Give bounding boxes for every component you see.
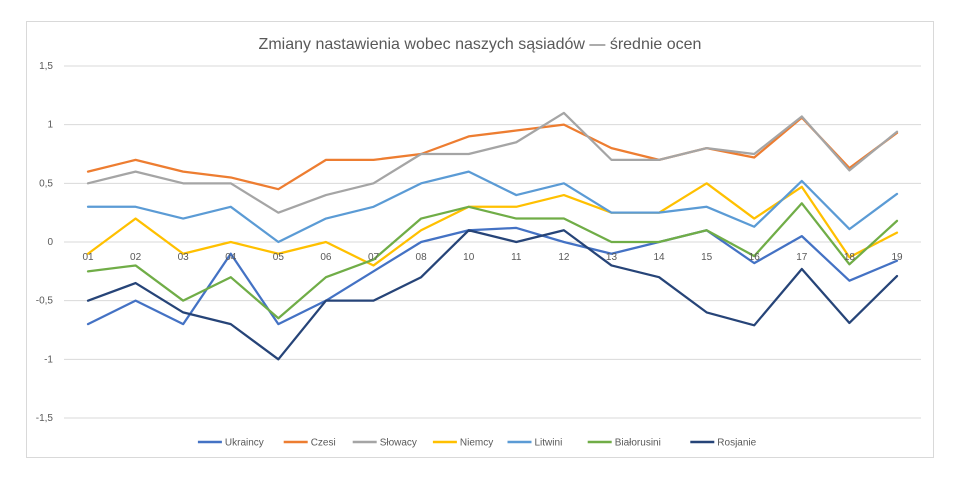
line-chart: Zmiany nastawienia wobec naszych sąsiadó… [36,36,921,449]
y-tick-label: 0,5 [39,178,53,189]
legend-label: Słowacy [380,438,417,449]
x-tick-label: 11 [511,252,522,263]
x-tick-label: 02 [130,252,142,263]
x-tick-label: 05 [273,252,285,263]
y-tick-label: 1,5 [39,61,53,72]
series-line-ukraincy [86,226,899,326]
legend-item: Rosjanie [690,438,757,449]
x-tick-label: 01 [82,252,94,263]
chart-title: Zmiany nastawienia wobec naszych sąsiadó… [259,36,702,53]
series-line-niemcy [86,182,899,267]
legend-item: Ukraincy [197,438,264,449]
legend-label: Czesi [311,438,336,449]
legend-label: Niemcy [460,438,493,449]
legend-label: Ukraincy [225,438,264,449]
x-tick-label: 03 [178,252,190,263]
legend-label: Rosjanie [717,438,756,449]
y-tick-label: -1,5 [36,413,54,424]
x-tick-label: 13 [606,252,618,263]
series-line-białorusini [86,202,899,320]
series-line-czesi [86,116,899,191]
x-tick-label: 12 [558,252,570,263]
x-tick-label: 06 [320,252,332,263]
series-line-rosjanie [86,229,899,361]
y-tick-label: 1 [47,120,53,131]
x-tick-label: 16 [749,252,761,263]
chart-area: Zmiany nastawienia wobec naszych sąsiadó… [26,21,934,458]
x-tick-label: 08 [416,252,428,263]
x-tick-label: 17 [796,252,808,263]
x-tick-label: 18 [844,252,856,263]
series-line-słowacy [86,111,899,214]
x-tick-label: 19 [891,252,903,263]
legend: Ukraincy Czesi Słowacy Niemcy Litwini Białoru… [197,438,757,449]
y-axis-ticks: 1,5 1 0,5 0 -0,5 -1 -1,5 [36,61,54,424]
x-tick-label: 10 [463,252,475,263]
legend-item: Niemcy [432,438,493,449]
legend-item: Białorusini [587,438,661,449]
x-axis-ticks: 01 02 03 04 05 06 07 08 10 11 12 13 14 15 16 17 18 19 [82,252,903,263]
x-tick-label: 07 [368,252,380,263]
y-tick-label: -1 [44,354,53,365]
legend-item: Słowacy [352,438,417,449]
legend-label: Litwini [535,438,563,449]
x-tick-label: 15 [701,252,713,263]
y-tick-label: 0 [47,237,53,248]
y-tick-label: -0,5 [36,296,54,307]
legend-item: Litwini [507,438,563,449]
x-tick-label: 04 [225,252,237,263]
series-line-litwini [86,170,899,244]
x-tick-label: 14 [653,252,665,263]
series-lines [86,111,899,361]
legend-label: Białorusini [615,438,661,449]
legend-item: Czesi [283,438,336,449]
